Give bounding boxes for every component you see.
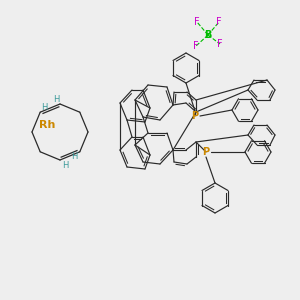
Text: B: B [204, 30, 212, 40]
Text: P: P [191, 111, 199, 121]
Text: H: H [72, 152, 78, 161]
Text: F: F [217, 39, 223, 49]
Text: H: H [62, 160, 68, 169]
Text: H: H [53, 94, 59, 103]
Text: Rh: Rh [39, 120, 55, 130]
Text: P: P [202, 147, 210, 157]
Text: H: H [41, 103, 47, 112]
Text: F: F [193, 41, 199, 51]
Text: F: F [216, 17, 222, 27]
Text: F: F [194, 17, 200, 27]
